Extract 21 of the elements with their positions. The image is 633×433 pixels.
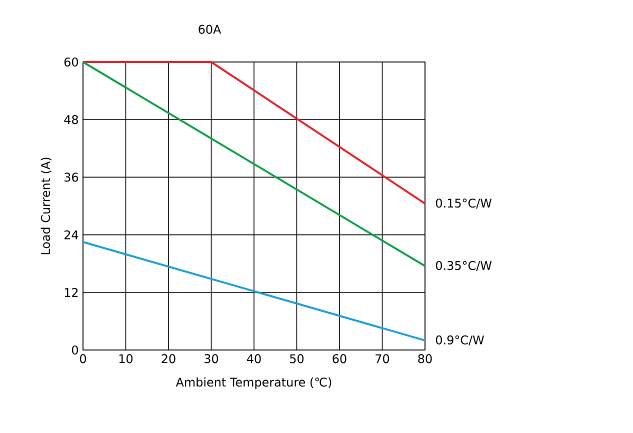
series-label: 0.15°C/W <box>436 198 492 209</box>
chart-title: 60A <box>198 24 222 34</box>
y-tick-label: 24 <box>64 230 78 240</box>
y-tick-label: 60 <box>64 57 78 67</box>
series-label: 0.35°C/W <box>436 261 492 271</box>
x-tick-label: 0 <box>80 354 86 364</box>
y-tick-label: 0 <box>72 345 78 355</box>
y-tick-label: 12 <box>64 288 78 297</box>
x-tick-label: 50 <box>290 354 304 364</box>
x-tick-label: 80 <box>418 354 432 364</box>
x-tick-label: 40 <box>246 354 261 364</box>
x-tick-label: 20 <box>162 354 176 364</box>
x-tick-label: 10 <box>119 354 133 364</box>
y-tick-label: 48 <box>64 115 78 124</box>
x-tick-label: 30 <box>204 354 218 364</box>
x-tick-label: 70 <box>376 354 390 364</box>
y-axis-title: Load Current (A) <box>40 158 52 254</box>
series-label: 0.9°C/W <box>436 335 484 346</box>
x-axis-title: Ambient Temperature (℃) <box>176 377 332 389</box>
y-tick-label: 36 <box>64 172 78 182</box>
x-tick-label: 60 <box>332 354 346 364</box>
